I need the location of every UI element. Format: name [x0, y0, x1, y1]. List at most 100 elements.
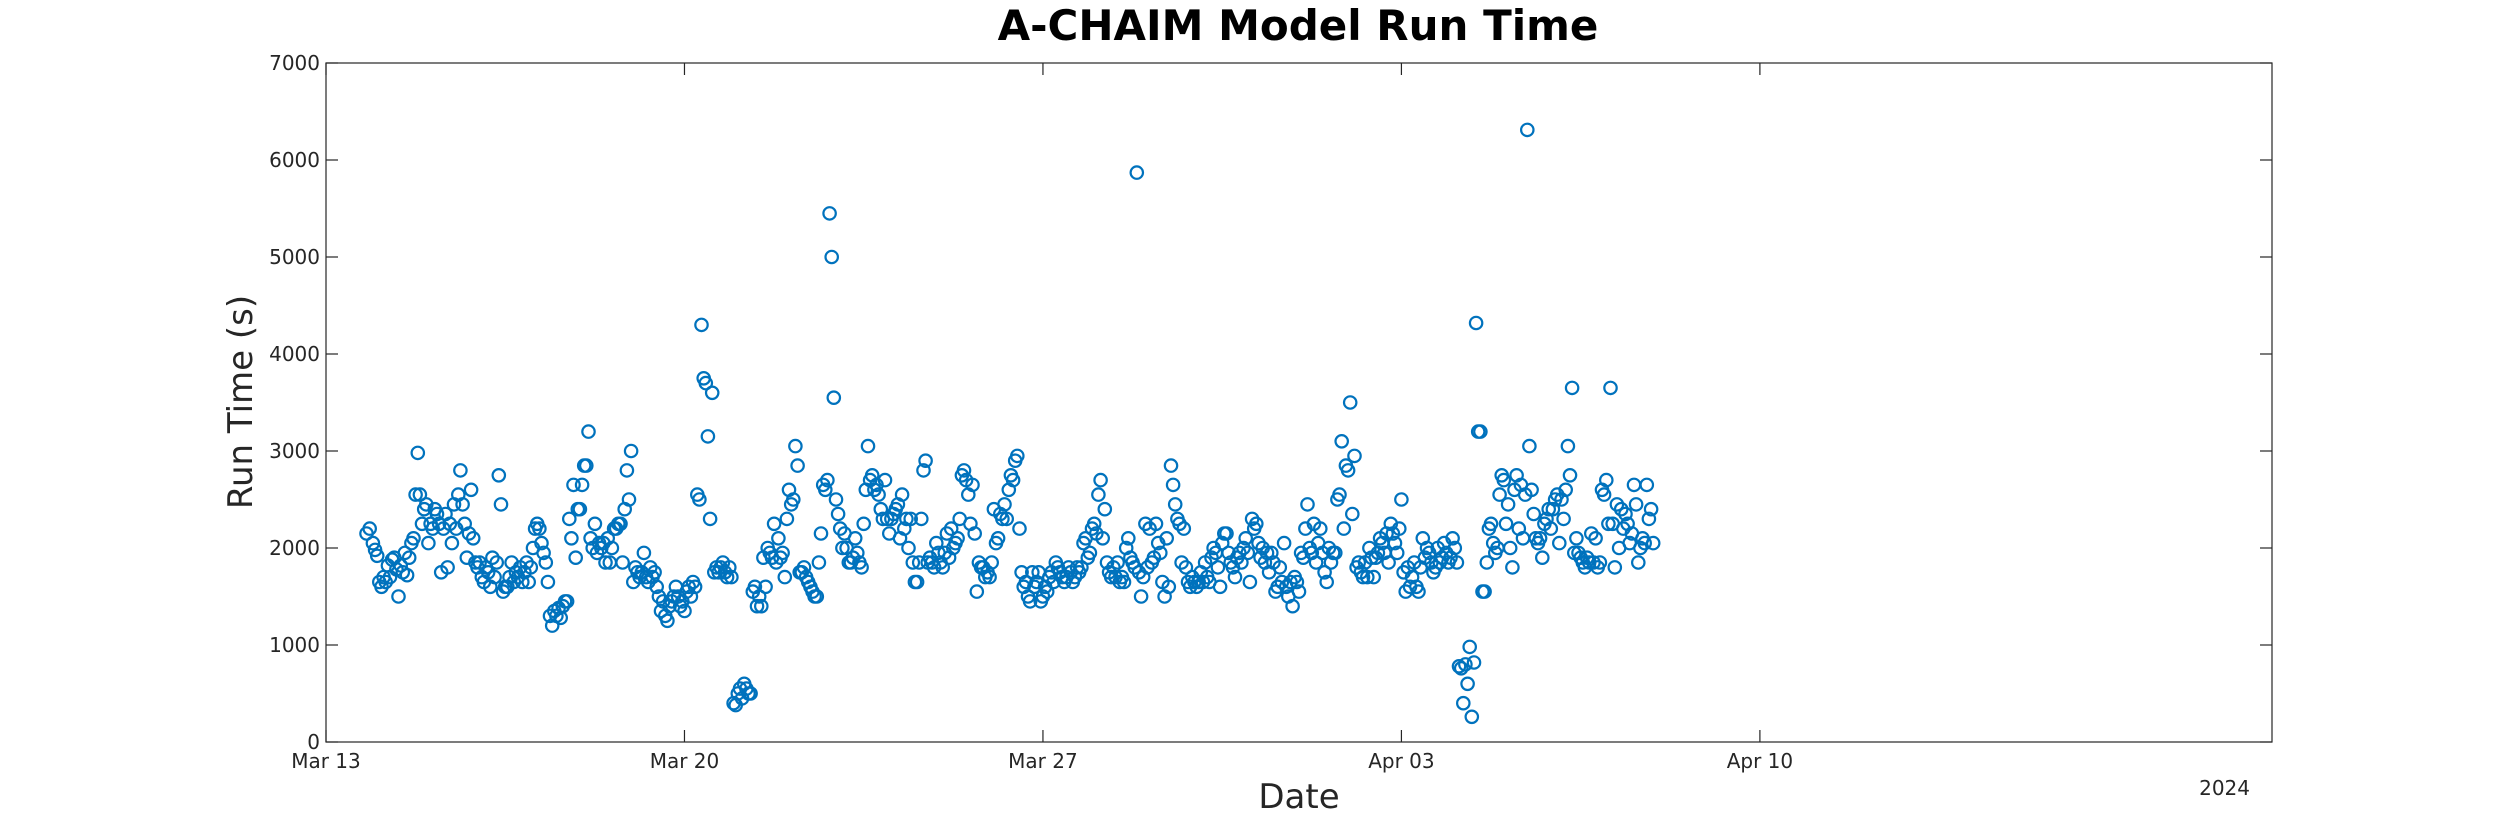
data-point — [700, 429, 716, 444]
data-point — [1153, 545, 1168, 561]
data-point — [489, 555, 504, 570]
data-point — [826, 390, 842, 405]
data-point — [1564, 380, 1580, 396]
data-point — [1562, 467, 1578, 483]
data-point — [406, 530, 421, 546]
data-point — [967, 526, 982, 541]
data-point — [574, 477, 590, 493]
data-point — [1005, 472, 1021, 488]
data-point — [1631, 555, 1646, 570]
data-point — [1496, 472, 1512, 488]
data-point — [817, 482, 833, 498]
data-point — [532, 521, 547, 536]
data-point — [824, 249, 839, 265]
data-point — [909, 574, 925, 590]
data-point — [613, 516, 628, 532]
data-point — [903, 511, 918, 527]
data-point — [1086, 516, 1102, 532]
data-point — [849, 545, 865, 561]
y-tick-label: 1000 — [269, 633, 320, 657]
data-point — [1366, 569, 1381, 585]
data-point — [1588, 530, 1603, 546]
data-point — [401, 550, 417, 565]
data-point — [771, 530, 786, 546]
data-point — [785, 492, 801, 507]
data-point — [1522, 438, 1537, 454]
data-point — [1317, 564, 1332, 580]
data-point — [1012, 521, 1027, 536]
data-point — [813, 526, 829, 541]
data-point — [455, 497, 470, 512]
data-point — [1645, 535, 1661, 551]
data-point — [899, 511, 914, 527]
data-point — [999, 511, 1014, 527]
data-point — [564, 530, 579, 546]
x-tick-label: Mar 20 — [650, 749, 720, 773]
data-point — [1449, 555, 1465, 570]
data-point — [1394, 492, 1409, 507]
data-point — [581, 424, 596, 439]
data-point — [1159, 530, 1174, 546]
data-point — [1242, 574, 1258, 590]
data-point — [969, 584, 985, 599]
data-point — [623, 443, 639, 459]
data-point — [1479, 555, 1495, 570]
data-point — [1458, 657, 1473, 672]
data-point — [928, 535, 944, 551]
data-point — [1637, 535, 1652, 551]
data-point — [412, 487, 428, 502]
data-point — [604, 540, 620, 556]
data-point — [369, 548, 385, 564]
x-tick-label: Apr 03 — [1368, 749, 1434, 773]
data-point — [1238, 530, 1253, 546]
data-point — [1601, 516, 1616, 532]
chart-title: A-CHAIM Model Run Time — [998, 1, 1599, 50]
data-point — [1389, 545, 1405, 561]
x-tick-label: Mar 13 — [291, 749, 361, 773]
data-point — [1133, 589, 1149, 604]
data-point — [1116, 574, 1132, 590]
data-point — [990, 530, 1006, 546]
data-point — [1351, 555, 1366, 570]
data-point — [704, 385, 720, 401]
data-point — [1176, 521, 1192, 536]
y-tick-label: 5000 — [269, 245, 320, 269]
data-point — [1502, 540, 1518, 556]
data-point — [440, 560, 455, 575]
data-point — [1093, 472, 1108, 488]
data-point — [463, 482, 479, 498]
data-point — [753, 598, 769, 614]
data-point — [491, 467, 507, 483]
data-point — [1022, 594, 1038, 609]
data-point — [905, 555, 921, 570]
data-point — [621, 492, 637, 507]
data-point — [1543, 521, 1559, 536]
data-point — [1167, 497, 1183, 512]
data-point — [1500, 497, 1516, 512]
data-point — [540, 574, 556, 590]
data-point — [453, 463, 468, 478]
data-point — [660, 613, 675, 629]
data-point — [1272, 560, 1288, 575]
data-point — [365, 535, 381, 551]
data-point — [1163, 458, 1179, 473]
data-point — [856, 516, 871, 532]
data-point — [493, 497, 509, 512]
data-point — [790, 458, 805, 473]
data-point — [830, 506, 846, 522]
data-point — [1289, 574, 1305, 590]
data-point — [724, 569, 739, 585]
axes-box — [325, 62, 2273, 743]
data-point — [1091, 487, 1106, 502]
data-point — [1219, 526, 1234, 541]
data-point — [1483, 516, 1499, 532]
data-point — [1552, 535, 1567, 551]
data-point — [391, 589, 406, 604]
data-point — [1524, 482, 1539, 498]
data-point — [901, 540, 916, 556]
data-point — [1345, 506, 1360, 522]
data-point — [1535, 550, 1550, 565]
data-point — [1618, 506, 1633, 522]
data-point — [1347, 448, 1362, 464]
data-point — [399, 567, 415, 583]
